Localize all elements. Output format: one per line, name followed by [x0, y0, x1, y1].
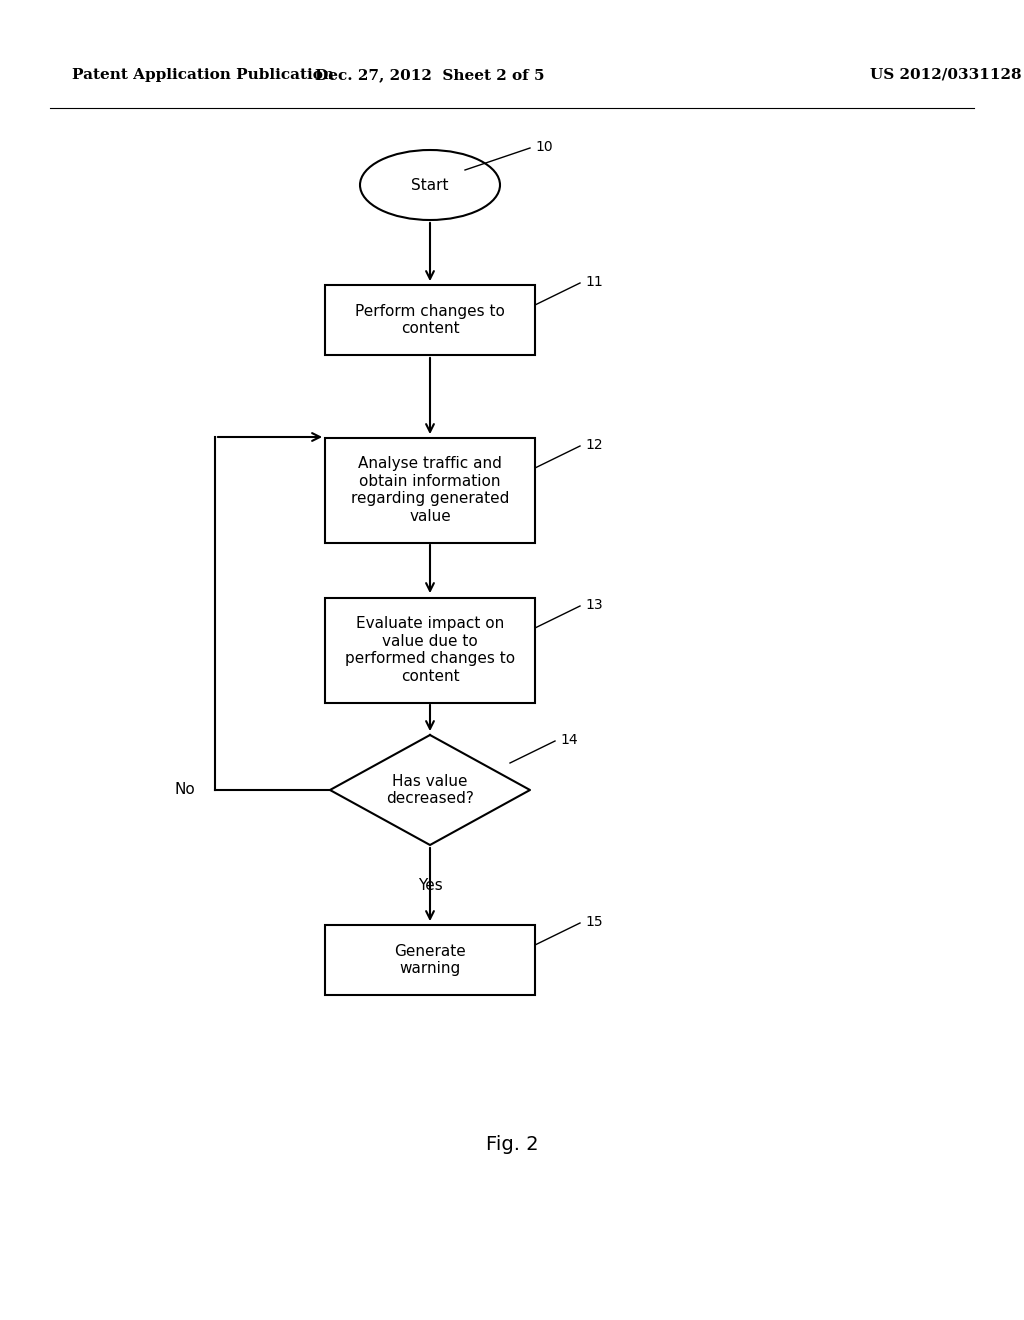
- Text: Start: Start: [412, 177, 449, 193]
- Text: Has value
decreased?: Has value decreased?: [386, 774, 474, 807]
- Polygon shape: [330, 735, 530, 845]
- Text: 12: 12: [585, 438, 603, 451]
- Text: No: No: [174, 783, 195, 797]
- Text: Patent Application Publication: Patent Application Publication: [72, 69, 334, 82]
- Text: 15: 15: [585, 915, 603, 929]
- Text: Fig. 2: Fig. 2: [485, 1135, 539, 1155]
- Text: 11: 11: [585, 275, 603, 289]
- Text: 14: 14: [560, 733, 578, 747]
- Text: Yes: Yes: [418, 878, 442, 892]
- Bar: [325, 437, 535, 543]
- Ellipse shape: [360, 150, 500, 220]
- Bar: [325, 925, 535, 995]
- Text: 13: 13: [585, 598, 603, 612]
- Text: Dec. 27, 2012  Sheet 2 of 5: Dec. 27, 2012 Sheet 2 of 5: [315, 69, 545, 82]
- Text: 10: 10: [535, 140, 553, 154]
- Text: Generate
warning: Generate warning: [394, 944, 466, 977]
- Bar: [325, 285, 535, 355]
- Text: Perform changes to
content: Perform changes to content: [355, 304, 505, 337]
- Text: US 2012/0331128 A1: US 2012/0331128 A1: [870, 69, 1024, 82]
- Bar: [325, 598, 535, 702]
- Text: Evaluate impact on
value due to
performed changes to
content: Evaluate impact on value due to performe…: [345, 616, 515, 684]
- Text: Analyse traffic and
obtain information
regarding generated
value: Analyse traffic and obtain information r…: [351, 457, 509, 524]
